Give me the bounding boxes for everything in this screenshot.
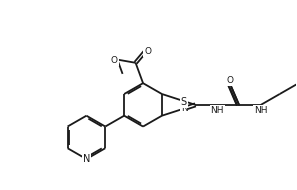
Text: N: N [83, 154, 90, 164]
Text: NH: NH [211, 106, 224, 115]
Text: NH: NH [254, 106, 268, 115]
Text: S: S [181, 97, 187, 107]
Text: O: O [144, 47, 151, 56]
Text: O: O [227, 76, 234, 86]
Text: N: N [181, 104, 187, 112]
Text: O: O [111, 56, 118, 65]
